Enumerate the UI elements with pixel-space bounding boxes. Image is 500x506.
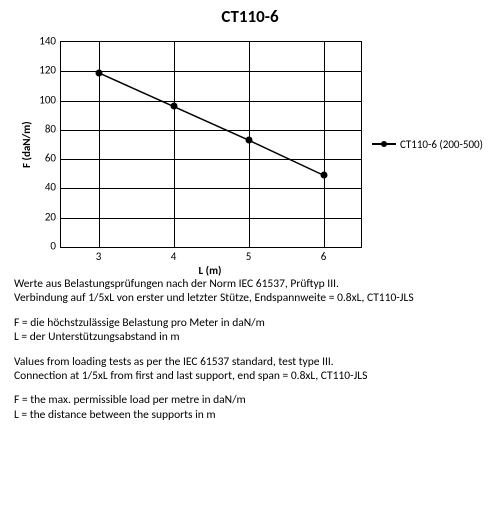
- legend-label: CT110-6 (200-500): [400, 138, 483, 151]
- x-axis-label: L (m): [199, 264, 222, 277]
- series-line: [61, 42, 361, 247]
- data-point: [95, 69, 102, 76]
- note-en-1: Values from loading tests as per the IEC…: [14, 355, 486, 384]
- note-de-2: F = die höchstzulässige Belastung pro Me…: [14, 316, 486, 345]
- y-tick-label: 40: [30, 181, 56, 194]
- y-tick-label: 0: [30, 240, 56, 253]
- data-point: [320, 172, 327, 179]
- x-tick-label: 4: [171, 250, 177, 263]
- y-tick-label: 80: [30, 122, 56, 135]
- x-tick-label: 3: [96, 250, 102, 263]
- x-tick-label: 5: [246, 250, 252, 263]
- chart-area: 3456 F (daN/m) L (m) CT110-6 (200-500) 0…: [5, 31, 495, 271]
- chart-title: CT110-6: [0, 6, 500, 27]
- y-tick-label: 60: [30, 152, 56, 165]
- y-tick-label: 20: [30, 210, 56, 223]
- y-tick-label: 100: [30, 93, 56, 106]
- legend-marker-dot: [381, 141, 387, 147]
- data-point: [245, 137, 252, 144]
- data-point: [170, 103, 177, 110]
- note-en-2: F = the max. permissible load per metre …: [14, 393, 486, 422]
- legend-marker-line: [372, 143, 396, 145]
- x-tick-label: 6: [321, 250, 327, 263]
- plot-area: 3456: [60, 41, 362, 248]
- note-de-1: Werte aus Belastungsprüfungen nach der N…: [14, 277, 486, 306]
- notes-section: Werte aus Belastungsprüfungen nach der N…: [0, 271, 500, 422]
- y-tick-label: 140: [30, 35, 56, 48]
- y-tick-label: 120: [30, 64, 56, 77]
- legend: CT110-6 (200-500): [372, 138, 483, 151]
